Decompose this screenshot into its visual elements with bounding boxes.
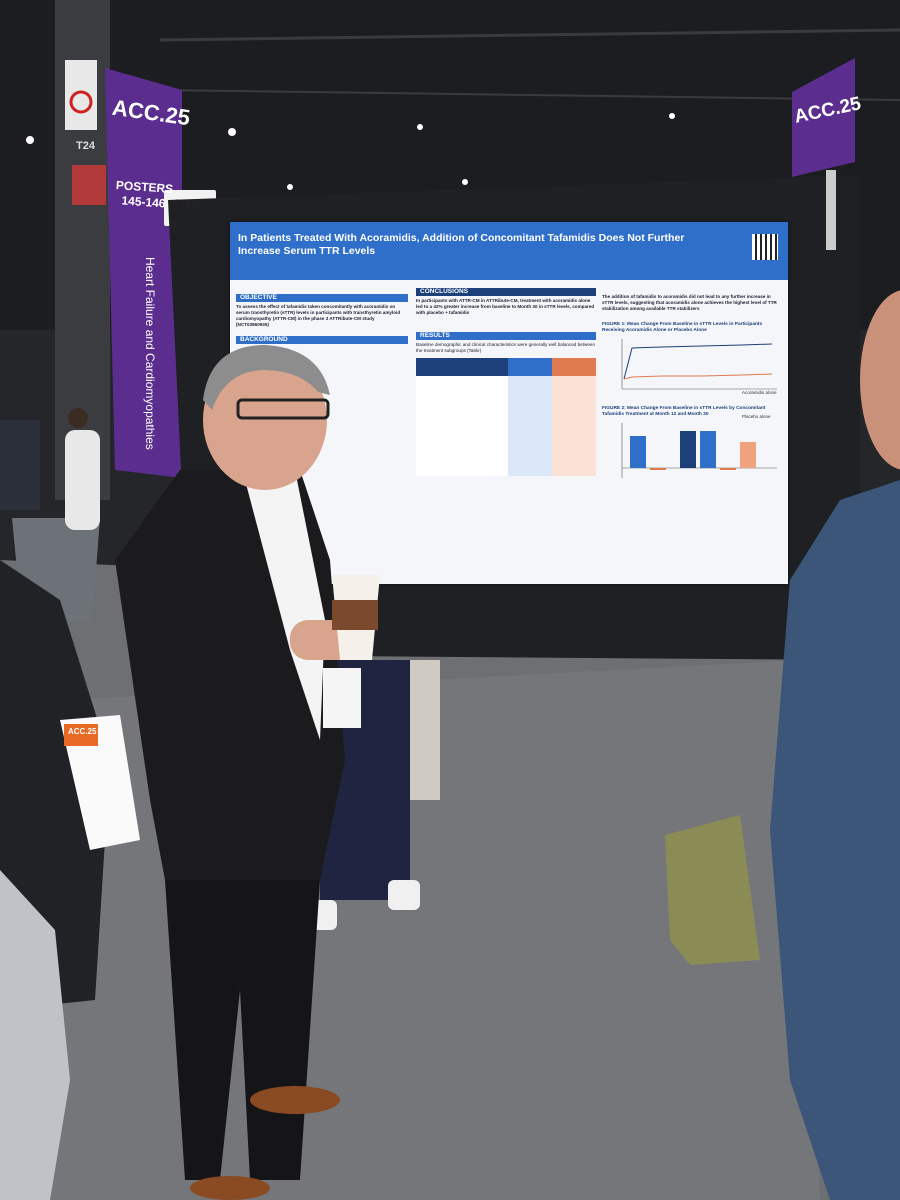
right-column: The addition of tafamidis to acoramidis … xyxy=(602,294,782,490)
figure-1 xyxy=(621,339,777,390)
section-heading: OBJECTIVE xyxy=(236,294,408,302)
results-text: Baseline demographic and clinical charac… xyxy=(416,342,595,353)
figure-title: FIGURE 1: Mean Change From Baseline in s… xyxy=(602,322,763,333)
results-table xyxy=(416,358,596,476)
legend-label: Acoramidis alone xyxy=(742,390,777,395)
section-heading: CONCLUSIONS xyxy=(416,288,596,296)
poster-title: In Patients Treated With Acoramidis, Add… xyxy=(230,222,788,280)
figure-title: FIGURE 2: Mean Change From Baseline in s… xyxy=(602,406,766,417)
conclusion-bullet: The addition of tafamidis to acoramidis … xyxy=(602,294,777,311)
booth-label: T24 xyxy=(76,140,95,152)
section-heading: RESULTS xyxy=(416,332,596,340)
figure-2 xyxy=(621,423,777,478)
objective-text: To assess the effect of tafamidis taken … xyxy=(236,304,401,327)
qr-code xyxy=(752,234,778,260)
board-number: 145 xyxy=(172,196,201,215)
badge-brand: ACC.25 xyxy=(68,727,97,736)
middle-column: CONCLUSIONS In participants with ATTR-CM… xyxy=(416,288,596,480)
section-heading: BACKGROUND xyxy=(236,336,408,344)
conclusion-bullet: In participants with ATTR-CM in ATTRibut… xyxy=(416,298,595,315)
legend-label: Placebo alone xyxy=(742,414,771,419)
left-column: OBJECTIVE To assess the effect of tafami… xyxy=(236,294,408,346)
